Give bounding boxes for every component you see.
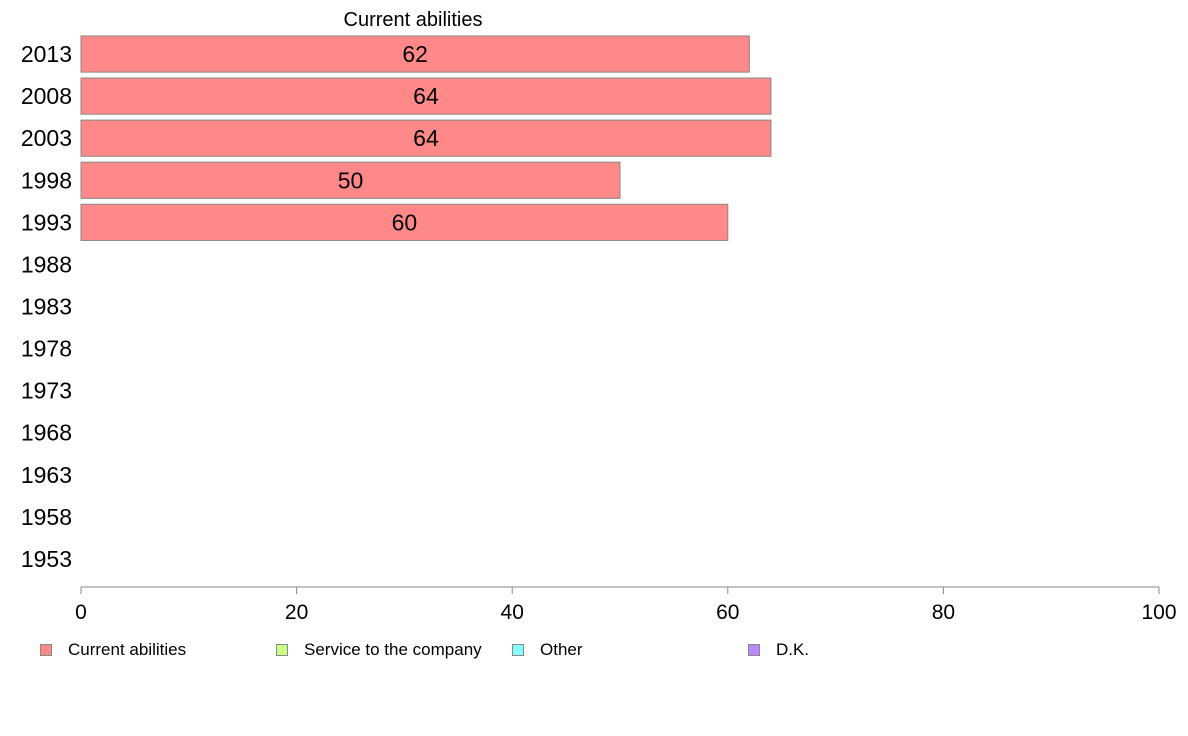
bar-current-abilities-2008 xyxy=(80,77,772,115)
bar-current-abilities-1993 xyxy=(80,203,729,241)
legend: Current abilities Service to the company… xyxy=(0,640,1188,660)
y-tick-label-1988: 1988 xyxy=(21,251,72,277)
y-tick-label-2003: 2003 xyxy=(21,125,72,151)
y-tick-label-1993: 1993 xyxy=(21,209,72,235)
legend-item-dk: D.K. xyxy=(748,640,809,660)
bar-current-abilities-2013 xyxy=(80,35,750,73)
data-label-current-abilities-1998: 50 xyxy=(338,167,364,193)
y-tick-label-1953: 1953 xyxy=(21,546,72,572)
y-tick-label-1998: 1998 xyxy=(21,167,72,193)
chart-title: Current abilities xyxy=(344,9,483,31)
y-tick-label-1983: 1983 xyxy=(21,294,72,320)
y-tick-label-2008: 2008 xyxy=(21,83,72,109)
legend-swatch-current-abilities xyxy=(40,644,52,656)
legend-swatch-dk xyxy=(748,644,760,656)
legend-swatch-other xyxy=(512,644,524,656)
legend-label-dk: D.K. xyxy=(776,640,810,659)
x-tick-label-60: 60 xyxy=(716,601,739,624)
data-label-current-abilities-2008: 64 xyxy=(413,83,439,109)
data-label-current-abilities-1993: 60 xyxy=(392,209,418,235)
y-tick-label-1968: 1968 xyxy=(21,420,72,446)
x-tick-label-100: 100 xyxy=(1141,601,1176,624)
x-tick-label-20: 20 xyxy=(285,601,308,624)
legend-label-service-to-the-company: Service to the company xyxy=(304,640,482,659)
legend-item-current-abilities: Current abilities xyxy=(40,640,186,660)
legend-label-other: Other xyxy=(540,640,583,659)
legend-swatch-service-to-the-company xyxy=(276,644,288,656)
y-tick-label-1958: 1958 xyxy=(21,504,72,530)
legend-label-current-abilities: Current abilities xyxy=(68,640,187,659)
x-tick-label-40: 40 xyxy=(501,601,524,624)
y-tick-label-1978: 1978 xyxy=(21,336,72,362)
x-tick-label-80: 80 xyxy=(932,601,955,624)
data-label-current-abilities-2013: 62 xyxy=(402,41,428,67)
bar-current-abilities-1998 xyxy=(80,161,621,199)
legend-item-service-to-the-company: Service to the company xyxy=(276,640,482,660)
legend-item-other: Other xyxy=(512,640,583,660)
bar-current-abilities-2003 xyxy=(80,119,772,157)
y-tick-label-1973: 1973 xyxy=(21,378,72,404)
y-tick-label-2013: 2013 xyxy=(21,41,72,67)
y-tick-label-1963: 1963 xyxy=(21,462,72,488)
x-tick-label-0: 0 xyxy=(75,601,87,624)
data-label-current-abilities-2003: 64 xyxy=(413,125,439,151)
